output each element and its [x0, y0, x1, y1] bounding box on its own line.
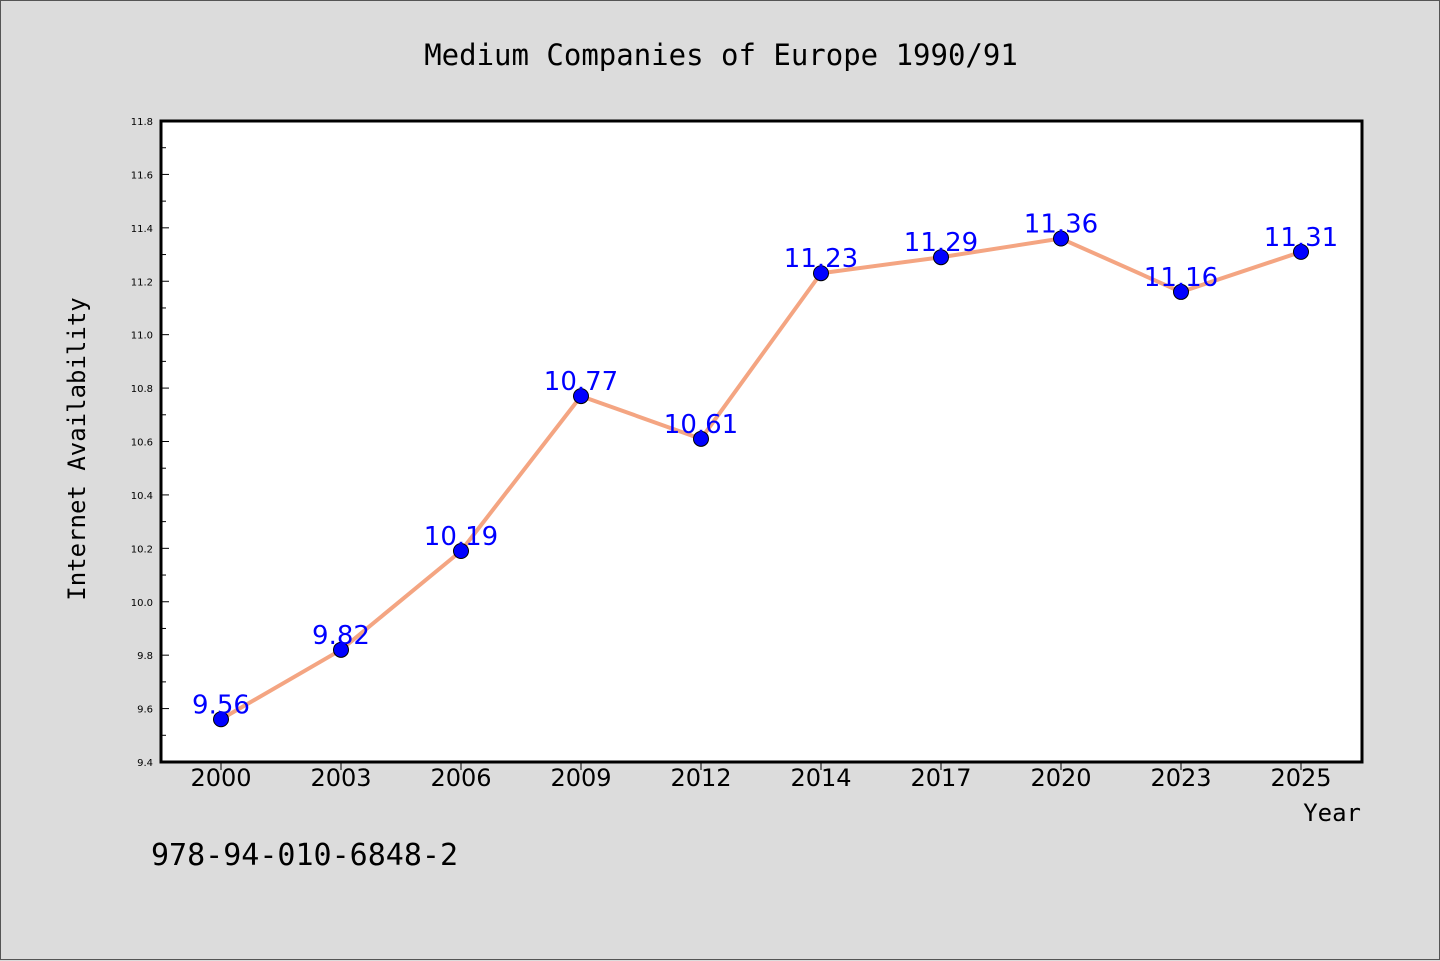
data-label: 11.31 [1264, 223, 1338, 253]
y-tick-label: 9.6 [137, 705, 153, 716]
data-label: 11.36 [1024, 210, 1098, 240]
y-tick-label: 9.4 [137, 758, 153, 769]
x-tick-label: 2023 [1150, 764, 1211, 792]
data-point [1293, 243, 1309, 260]
y-axis-label: Internet Availability [63, 297, 91, 600]
data-point [1053, 230, 1069, 247]
isbn-footnote: 978-94-010-6848-2 [151, 838, 458, 873]
x-axis-label: Year [1303, 799, 1361, 827]
data-label: 9.82 [312, 621, 370, 651]
x-tick-label: 2012 [670, 764, 731, 792]
data-point [333, 641, 349, 658]
data-point [693, 430, 709, 447]
data-point [573, 388, 589, 405]
data-label: 10.61 [664, 410, 738, 440]
x-tick-label: 2020 [1030, 764, 1091, 792]
y-axis: 9.4 9.6 9.8 10.0 10.2 10.4 10.6 10.8 11.0 11.2 11.… [131, 117, 169, 769]
plot-area [161, 121, 1362, 762]
x-tick-label: 2025 [1270, 764, 1331, 792]
y-tick-label: 11.8 [131, 117, 153, 128]
x-tick-label: 2003 [310, 764, 371, 792]
plot-border [159, 119, 1364, 764]
series-line [219, 236, 1302, 721]
x-tick-label: 2014 [790, 764, 851, 792]
data-label: 11.16 [1144, 263, 1218, 293]
data-point [933, 249, 949, 266]
data-label: 11.29 [904, 228, 978, 258]
x-tick-label: 2000 [190, 764, 251, 792]
y-tick-label: 11.4 [131, 224, 153, 235]
x-axis: 2000 2003 2006 2009 2012 2014 2017 2020 2023 2025 [190, 762, 1332, 792]
data-point [453, 543, 469, 560]
x-tick-label: 2006 [430, 764, 491, 792]
y-tick-label: 10.0 [131, 598, 153, 609]
chart-title: Medium Companies of Europe 1990/91 [424, 38, 1018, 72]
y-tick-label: 9.8 [137, 651, 153, 662]
y-tick-label: 10.8 [131, 384, 153, 395]
x-tick-label: 2009 [550, 764, 611, 792]
y-tick-label: 11.0 [131, 331, 153, 342]
data-point [1173, 283, 1189, 300]
y-tick-label: 10.6 [131, 438, 153, 449]
data-labels: 9.56 9.82 10.19 10.77 10.61 11.23 11.29 11.36 11… [192, 210, 1338, 721]
y-tick-label: 10.2 [131, 544, 153, 555]
series-layer [213, 230, 1309, 728]
y-tick-label: 11.2 [131, 277, 153, 288]
x-tick-label: 2017 [910, 764, 971, 792]
data-point [813, 265, 829, 282]
data-point [213, 711, 229, 728]
data-label: 11.23 [784, 244, 858, 274]
y-tick-label: 11.6 [131, 170, 153, 181]
y-tick-label: 10.4 [131, 491, 153, 502]
data-label: 10.77 [544, 367, 618, 397]
data-label: 10.19 [424, 522, 498, 552]
data-label: 9.56 [192, 690, 250, 720]
